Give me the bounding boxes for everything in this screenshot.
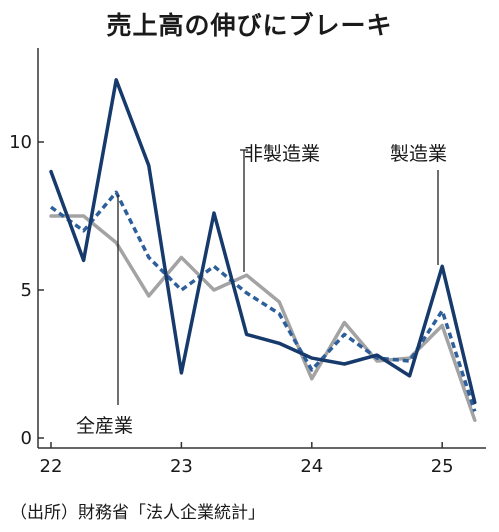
series-label: 全産業 bbox=[76, 415, 133, 437]
axes: 0 5 10 22 23 24 25 bbox=[9, 48, 486, 477]
chart-title: 売上高の伸びにブレーキ bbox=[106, 11, 393, 40]
series-line-non-manufacturing bbox=[49, 214, 477, 422]
x-tick-label: 22 bbox=[40, 456, 63, 477]
y-tick-label: 10 bbox=[9, 132, 32, 153]
x-tick-label: 24 bbox=[300, 456, 323, 477]
series-line-manufacturing bbox=[49, 78, 477, 405]
x-tick-label: 23 bbox=[170, 456, 193, 477]
y-tick-label: 5 bbox=[21, 280, 32, 301]
source-note: （出所）財務省「法人企業統計」 bbox=[10, 503, 265, 523]
x-tick-label: 25 bbox=[431, 456, 454, 477]
series-layer bbox=[49, 78, 477, 422]
series-label: 非製造業 bbox=[244, 143, 320, 165]
series-line-all-industries bbox=[49, 190, 477, 412]
series-label: 製造業 bbox=[390, 143, 447, 165]
y-tick-label: 0 bbox=[21, 428, 32, 449]
